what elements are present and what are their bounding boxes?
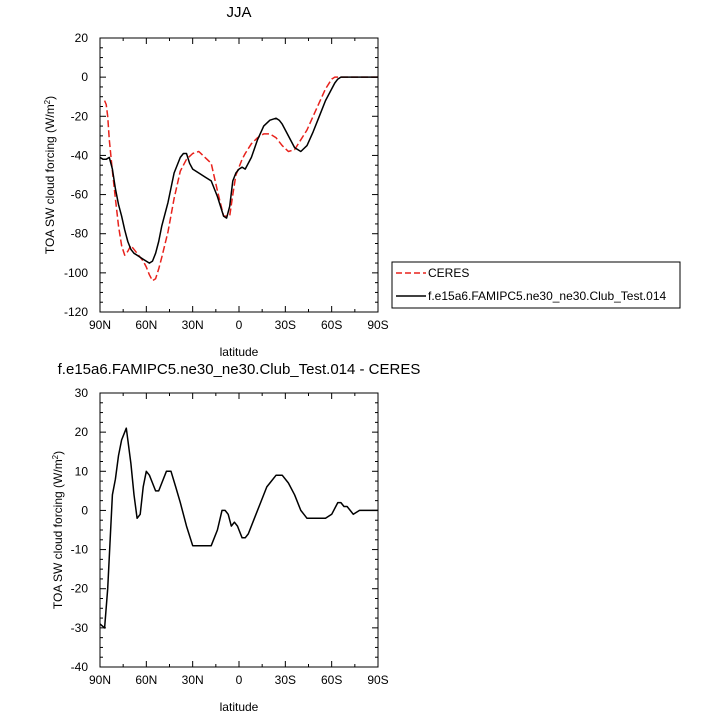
bottom-chart-series-line-0 [99, 427, 378, 629]
top-chart-y-axis-label: TOA SW cloud forcing (W/m2) [43, 96, 58, 254]
top-chart-y-tick-label: -100 [64, 266, 88, 280]
bottom-chart-x-tick-label: 60N [135, 673, 157, 687]
top-chart-x-tick-label: 60S [321, 318, 342, 332]
bottom-chart-y-tick-label: -10 [71, 543, 89, 557]
top-chart-x-tick-label: 90N [89, 318, 111, 332]
top-chart-y-tick-label: -80 [71, 227, 89, 241]
top-chart-x-axis-label: latitude [220, 345, 259, 359]
bottom-chart-y-tick-label: 10 [75, 464, 89, 478]
top-chart-y-tick-label: -60 [71, 188, 89, 202]
top-chart-y-tick-label: 20 [75, 31, 89, 45]
bottom-chart-x-axis-label: latitude [220, 700, 259, 714]
top-chart-frame [99, 37, 379, 313]
top-chart-x-tick-label: 30S [275, 318, 296, 332]
top-chart-series-line-0 [103, 76, 378, 282]
bottom-chart-title: f.e15a6.FAMIPC5.ne30_ne30.Club_Test.014 … [58, 361, 421, 378]
bottom-chart-plot-area [99, 427, 378, 629]
bottom-chart-x-tick-label: 30N [182, 673, 204, 687]
bottom-chart-x-tick-label: 30S [275, 673, 296, 687]
top-chart-x-tick-label: 30N [182, 318, 204, 332]
bottom-chart-panel: f.e15a6.FAMIPC5.ne30_ne30.Club_Test.014 … [51, 361, 421, 714]
bottom-chart-y-tick-label: 30 [75, 386, 89, 400]
bottom-chart-y-ticks: 30 20 10 0 -10 -20 -30 -40 [71, 386, 378, 674]
top-chart-y-ticks: 20 0 -20 -40 -60 -80 -100 -120 [64, 31, 378, 319]
top-chart-legend: CERES f.e15a6.FAMIPC5.ne30_ne30.Club_Tes… [391, 261, 681, 309]
legend-label-model: f.e15a6.FAMIPC5.ne30_ne30.Club_Test.014 [428, 289, 666, 303]
top-chart-y-tick-label: -40 [71, 148, 89, 162]
top-chart-y-tick-label: 0 [81, 70, 88, 84]
top-chart-y-tick-label: -120 [64, 305, 88, 319]
top-chart-x-tick-label: 90S [367, 318, 388, 332]
bottom-chart-x-tick-label: 90S [367, 673, 388, 687]
top-chart-title: JJA [226, 4, 251, 21]
bottom-chart-y-tick-label: 20 [75, 425, 89, 439]
top-chart-plot-area [99, 76, 378, 282]
bottom-chart-x-ticks: 90N 60N 30N 0 30S 60S 90S [89, 393, 389, 687]
bottom-chart-y-tick-label: -30 [71, 621, 89, 635]
bottom-chart-x-tick-label: 0 [236, 673, 243, 687]
top-chart-y-tick-label: -20 [71, 109, 89, 123]
bottom-chart-y-tick-label: -40 [71, 660, 89, 674]
bottom-chart-y-axis-label: TOA SW cloud forcing (W/m2) [51, 451, 66, 609]
legend-box [391, 261, 681, 309]
top-chart-series-line-1 [99, 76, 378, 264]
top-chart-x-ticks: 90N 60N 30N 0 30S 60S 90S [89, 38, 389, 332]
bottom-chart-y-tick-label: -20 [71, 582, 89, 596]
bottom-chart-x-tick-label: 60S [321, 673, 342, 687]
top-chart-x-tick-label: 60N [135, 318, 157, 332]
top-chart-panel: JJA latitude TOA SW cloud forcing (W/m2)… [43, 4, 681, 359]
bottom-chart-x-tick-label: 90N [89, 673, 111, 687]
top-chart-x-tick-label: 0 [236, 318, 243, 332]
legend-label-ceres: CERES [428, 266, 469, 280]
bottom-chart-y-tick-label: 0 [81, 503, 88, 517]
